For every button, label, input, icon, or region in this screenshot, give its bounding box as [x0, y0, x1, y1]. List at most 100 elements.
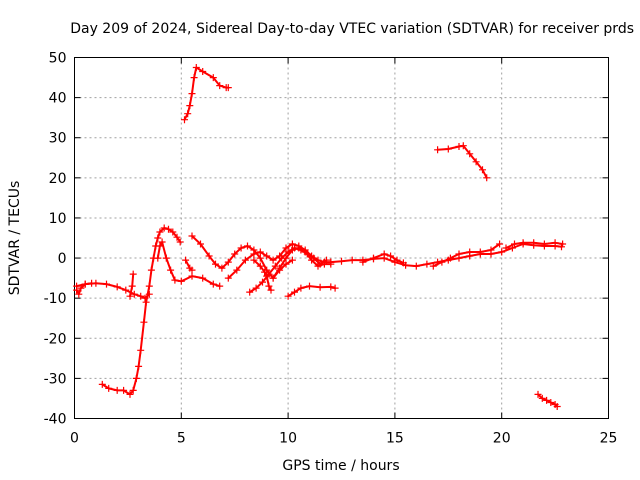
data-point	[173, 233, 181, 241]
data-point	[188, 232, 196, 240]
data-point	[282, 244, 290, 252]
x-tick-label: 15	[386, 431, 404, 447]
data-point	[167, 266, 175, 274]
data-point	[399, 259, 407, 267]
data-point	[154, 254, 162, 262]
data-point	[88, 279, 96, 287]
data-point	[188, 272, 196, 280]
data-point	[455, 143, 463, 150]
data-point	[434, 146, 442, 154]
data-point	[446, 254, 454, 262]
data-point	[519, 239, 527, 247]
data-point	[412, 262, 420, 270]
data-point	[256, 248, 264, 256]
data-point	[171, 276, 179, 284]
data-point	[511, 240, 518, 248]
data-point	[140, 318, 148, 326]
data-point	[547, 399, 555, 406]
data-point	[297, 246, 305, 254]
data-point	[476, 248, 484, 256]
data-point	[466, 248, 474, 256]
data-point	[137, 292, 145, 300]
data-point	[502, 244, 510, 252]
data-point	[348, 256, 356, 264]
data-point	[182, 256, 190, 264]
data-point	[479, 166, 486, 174]
data-point	[81, 280, 89, 288]
series-arc-16	[429, 240, 504, 270]
data-point	[216, 82, 224, 90]
y-tick-label: 30	[49, 131, 67, 147]
data-point	[466, 150, 474, 158]
data-point	[530, 239, 538, 247]
data-point	[256, 262, 264, 270]
data-point	[241, 256, 249, 264]
data-point	[129, 386, 137, 394]
data-point	[162, 254, 170, 262]
data-point	[306, 282, 313, 290]
series-arc-13	[284, 282, 339, 300]
data-point	[534, 390, 542, 398]
y-tick-label: -40	[44, 412, 67, 428]
data-point	[359, 258, 367, 266]
data-point	[142, 298, 150, 306]
data-point	[327, 283, 335, 291]
y-axis-title: SDTVAR / TECUs	[7, 181, 23, 296]
data-point	[269, 256, 277, 264]
data-point	[429, 262, 437, 270]
data-point	[126, 390, 134, 398]
data-point	[252, 284, 260, 292]
data-point	[181, 116, 188, 124]
x-axis-title: GPS time / hours	[282, 458, 399, 474]
y-tick-label: 10	[49, 211, 67, 227]
data-point	[154, 234, 162, 242]
data-point	[145, 282, 153, 290]
data-point	[380, 250, 388, 258]
data-point	[297, 284, 305, 292]
data-point	[224, 274, 232, 282]
data-point	[105, 384, 113, 392]
data-point	[438, 258, 446, 266]
data-point	[209, 74, 217, 82]
data-point	[444, 145, 452, 153]
data-point	[212, 260, 219, 268]
series-line	[272, 259, 294, 280]
data-point	[288, 240, 296, 248]
data-point	[188, 90, 196, 98]
x-tick-label: 25	[600, 431, 618, 447]
data-point	[169, 228, 177, 236]
y-tick-label: 40	[49, 91, 67, 107]
data-point	[263, 252, 271, 260]
data-point	[393, 256, 401, 264]
data-point	[122, 286, 130, 294]
data-point	[303, 250, 311, 258]
data-point	[316, 260, 324, 268]
x-tick-label: 5	[177, 431, 186, 447]
data-point	[276, 266, 284, 274]
data-point	[120, 386, 128, 394]
data-point	[327, 258, 335, 266]
data-point	[271, 262, 279, 270]
data-point	[209, 280, 217, 288]
series-arc-19	[534, 390, 561, 410]
y-tick-label: 20	[49, 171, 67, 187]
x-tick-label: 20	[493, 431, 511, 447]
data-point	[316, 283, 324, 291]
data-point	[265, 282, 273, 290]
data-point	[113, 386, 121, 394]
data-point	[184, 110, 192, 118]
data-point	[310, 254, 318, 262]
data-point	[282, 260, 290, 268]
data-point	[177, 277, 185, 285]
data-point	[261, 268, 269, 276]
data-point	[165, 225, 172, 233]
series-line	[329, 243, 563, 268]
data-point	[256, 254, 264, 262]
data-point	[231, 250, 239, 258]
data-point	[75, 290, 83, 298]
y-tick-label: -20	[44, 331, 67, 347]
data-point	[135, 362, 143, 370]
data-point	[246, 288, 254, 296]
data-point	[250, 256, 258, 264]
data-point	[423, 260, 431, 268]
